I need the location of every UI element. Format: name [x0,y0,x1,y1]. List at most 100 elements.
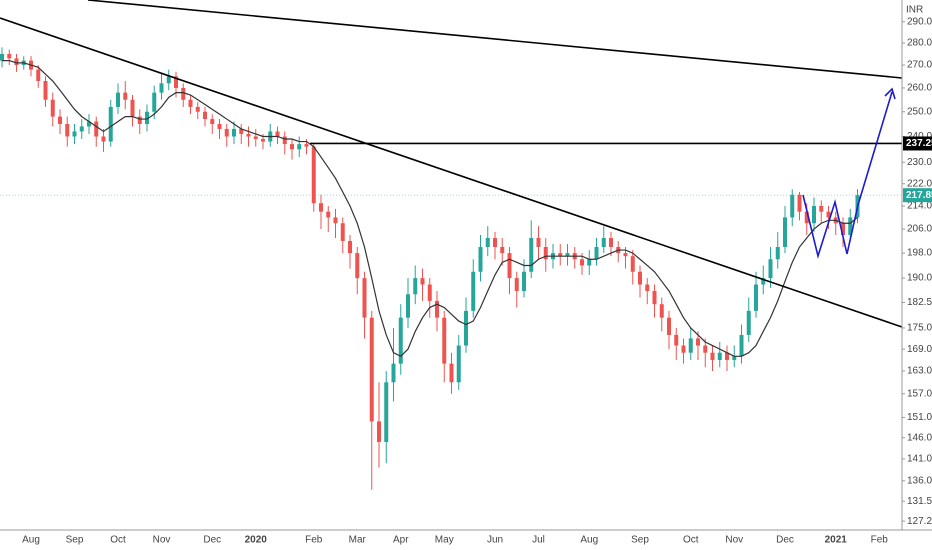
candle-body [485,237,490,248]
candle-body [696,338,700,346]
trend-line [87,0,903,79]
y-tick-label: 290.00 [907,16,932,27]
candle-body [50,99,55,117]
y-tick-label: 270.00 [907,60,932,71]
candle-body [645,284,650,292]
x-tick-label: May [435,535,454,546]
candle-body [630,256,635,272]
axis-area: 290.00280.00270.00260.00250.00240.00230.… [22,16,932,546]
x-tick-label: Jul [532,535,545,546]
candle-body [420,278,425,285]
candle-body [449,363,454,383]
candle-body [601,237,606,248]
candle-body [275,131,280,137]
x-tick-label: Sep [631,535,649,546]
candle-body [239,128,244,134]
candle-body [174,76,178,88]
candle-body [246,133,251,137]
x-tick-label: Oct [683,535,699,546]
candle-body [282,136,287,145]
candle-body [152,92,157,112]
candle-body [732,356,737,360]
moving-average-line [2,60,858,358]
candle-body [739,334,744,357]
y-tick-label: 250.00 [907,106,932,117]
candle-body [587,259,592,266]
candle-body [609,237,613,248]
candle-body [413,278,418,295]
candle-body [558,253,563,257]
y-tick-label: 214.00 [907,201,932,212]
price-label-box [903,136,932,151]
x-tick-label: Dec [203,535,221,546]
y-tick-label: 163.00 [907,366,932,377]
y-tick-label: 151.00 [907,412,932,423]
candle-body [43,81,48,100]
candle-body [427,284,432,301]
arrow-head [884,87,896,100]
x-tick-label: Sep [66,535,84,546]
x-tick-label: Oct [110,535,126,546]
candle-body [659,304,664,318]
candle-body [826,211,831,218]
candle-body [812,205,816,224]
candle-body [761,278,766,285]
candle-body [725,352,729,360]
candle-body [58,116,62,124]
candle-body [580,259,584,266]
candle-body [717,352,722,360]
x-tick-label: Jun [487,535,503,546]
candle-body [543,247,548,260]
x-tick-label: Feb [871,535,889,546]
candle-body [507,253,512,279]
candle-body [841,223,845,236]
candle-body [224,128,229,137]
candle-body [159,83,164,93]
currency-label: INR [906,5,923,16]
candle-body [297,144,302,150]
candle-body [529,237,534,272]
candle-body [703,345,708,353]
x-tick-label: 2020 [245,535,268,546]
candle-body [203,111,207,120]
candle-body [775,247,780,260]
candle-body [181,87,186,100]
candle-body [188,99,193,107]
y-tick-label: 141.00 [907,454,932,465]
x-tick-label: Mar [349,535,367,546]
candle-body [638,271,642,285]
plot-area [0,47,902,490]
x-tick-label: Aug [22,535,40,546]
x-tick-label: Dec [776,535,794,546]
y-tick-label: 182.50 [907,297,932,308]
candle-body [87,121,91,127]
candle-body [456,345,461,383]
candle-body [797,194,802,212]
price-label: 217.85 [906,190,932,201]
y-tick-label: 157.00 [907,388,932,399]
x-tick-label: Apr [393,535,409,546]
candle-body [804,211,809,224]
y-tick-label: 230.00 [907,157,932,168]
candle-body [355,253,360,279]
candle-body [688,338,693,353]
candle-body [398,317,403,364]
candle-body [362,278,367,318]
price-label-box [903,188,932,203]
x-tick-label: 2021 [825,535,848,546]
candle-body [369,317,374,422]
candle-body [326,211,331,218]
candle-body [435,300,439,318]
y-tick-label: 146.00 [907,432,932,443]
x-tick-label: Aug [580,535,598,546]
x-tick-label: Nov [725,535,743,546]
candle-body [340,223,345,241]
y-tick-label: 260.00 [907,83,932,94]
candle-body [667,317,671,335]
candle-body [681,345,686,353]
candle-body [7,53,12,59]
pattern-drawing [802,91,893,259]
